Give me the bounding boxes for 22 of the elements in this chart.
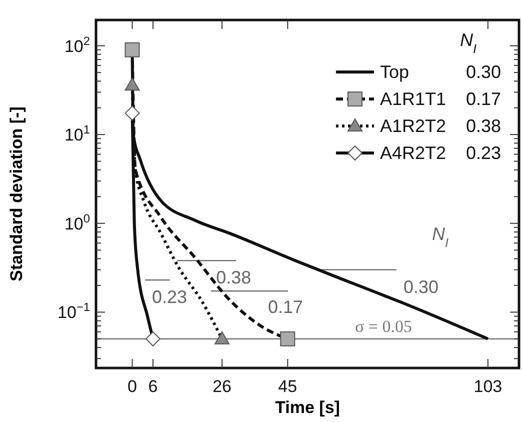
legend-label: A4R2T2 0.23	[380, 143, 502, 163]
y-tick-label: 10$^{0}$	[64, 211, 90, 234]
x-tick-label: 0	[128, 377, 137, 396]
text: Top 0.30	[380, 62, 502, 82]
y-axis-title: Standard deviation [-]	[7, 106, 26, 282]
y-tick-label: 10$^{2}$	[64, 34, 90, 56]
x-tick-label: 26	[212, 377, 232, 396]
x-tick-label: 103	[474, 377, 502, 396]
y-tick-label: 10$^{1}$	[64, 122, 90, 145]
x-axis-title: Time [s]	[275, 398, 340, 417]
legend-label: A1R1T1 0.17	[380, 89, 502, 109]
annotation: 0.38	[216, 268, 252, 288]
legend-label: A1R2T2 0.38	[380, 116, 502, 136]
annotation: 0.30	[403, 276, 438, 297]
y-tick-label: 10$^{−1}$	[58, 300, 90, 322]
annotation: 0.17	[268, 297, 304, 317]
ref-line-label: σ = 0.05	[355, 316, 412, 336]
x-tick-label: 45	[278, 377, 298, 396]
legend-title: N$_{I}$	[460, 30, 477, 56]
x-tick-label: 6	[148, 377, 158, 396]
annotation: 0.23	[152, 287, 188, 307]
annotation: N$_{I}$	[432, 224, 449, 250]
